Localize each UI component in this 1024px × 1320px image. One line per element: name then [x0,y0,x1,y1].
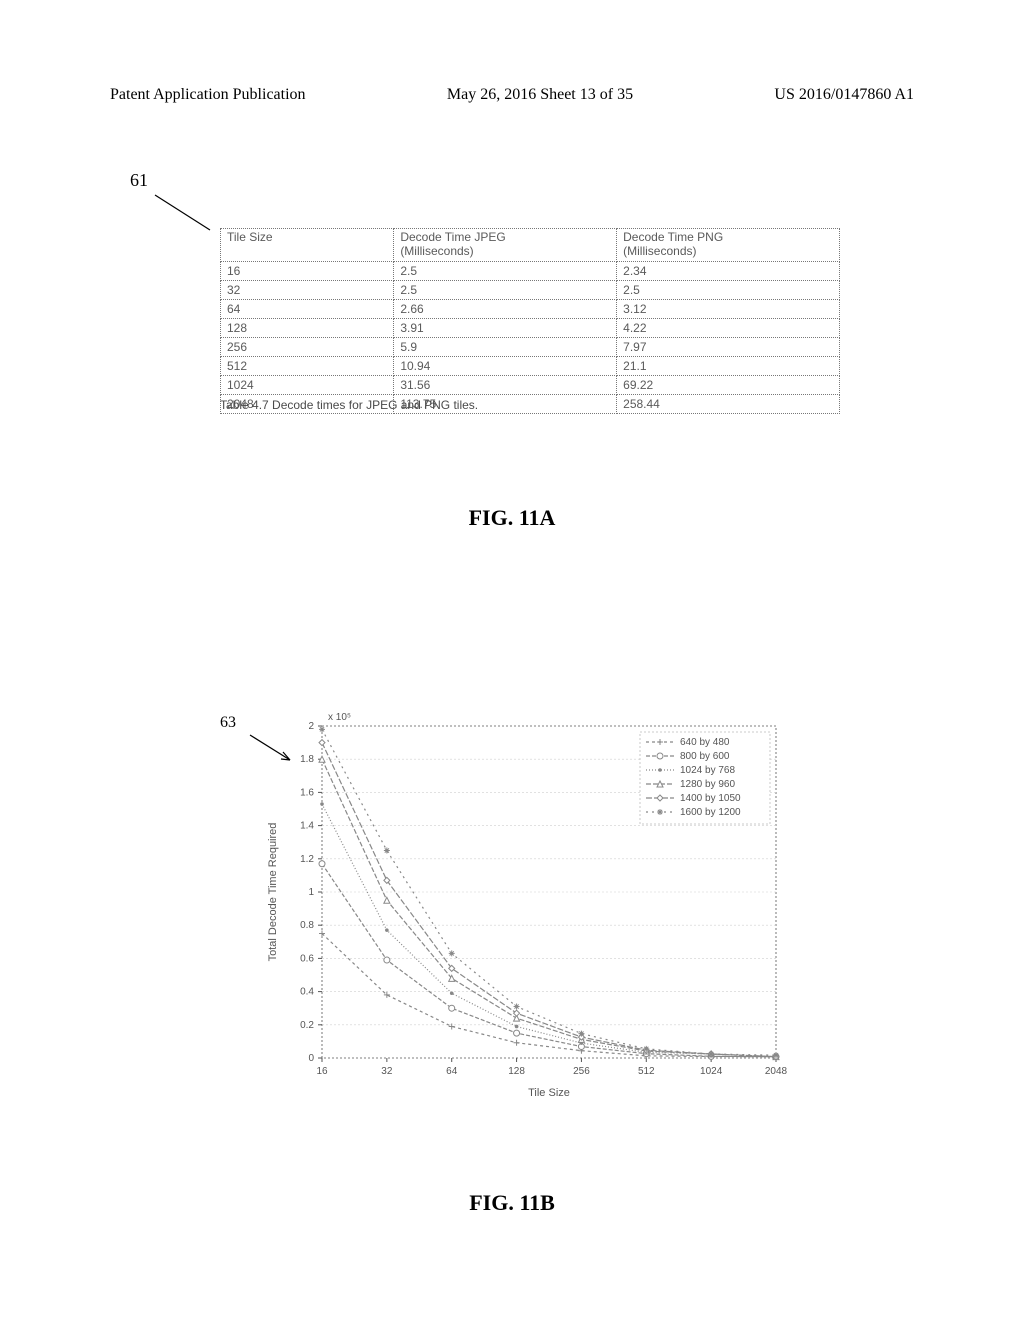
table-row: 51210.9421.1 [221,356,840,375]
table-row: 2565.97.97 [221,337,840,356]
reference-numeral-63: 63 [220,714,236,732]
svg-text:0.8: 0.8 [300,920,314,931]
table-row: 162.52.34 [221,261,840,280]
table-cell: 64 [221,299,394,318]
svg-text:128: 128 [508,1066,525,1077]
svg-text:16: 16 [316,1066,328,1077]
table-row: 1283.914.22 [221,318,840,337]
table-cell: 2.5 [617,280,840,299]
table-cell: 2.5 [394,280,617,299]
svg-text:1024 by 768: 1024 by 768 [680,765,735,776]
svg-text:64: 64 [446,1066,458,1077]
table-cell: 2.34 [617,261,840,280]
table-cell: 69.22 [617,375,840,394]
reference-numeral-61: 61 [130,170,148,191]
table-cell: 2.66 [394,299,617,318]
leader-line-61 [150,190,220,235]
table-cell: 3.91 [394,318,617,337]
figure-label-11b: FIG. 11B [0,1190,1024,1216]
table-cell: 4.22 [617,318,840,337]
table-cell: 512 [221,356,394,375]
chart-svg: 0 0.2 0.4 0.6 0.8 1 1.2 1.4 1.6 1.8 2 16 32 64 128 256 5… [260,706,790,1106]
table-cell: 128 [221,318,394,337]
col-jpeg: Decode Time JPEG (Milliseconds) [394,229,617,262]
svg-text:0.6: 0.6 [300,953,314,964]
table-header-row: Tile Size Decode Time JPEG (Milliseconds… [221,229,840,262]
table-cell: 32 [221,280,394,299]
svg-text:Total Decode Time Required: Total Decode Time Required [267,823,279,962]
svg-text:0.4: 0.4 [300,987,314,998]
page-header: Patent Application Publication May 26, 2… [110,86,914,104]
svg-text:1400 by 1050: 1400 by 1050 [680,793,741,804]
svg-text:2048: 2048 [765,1066,788,1077]
svg-text:1.4: 1.4 [300,821,314,832]
table-cell: 1024 [221,375,394,394]
svg-text:1600 by 1200: 1600 by 1200 [680,807,741,818]
table-row: 642.663.12 [221,299,840,318]
table-cell: 3.12 [617,299,840,318]
svg-text:0: 0 [308,1053,314,1064]
table-row: 102431.5669.22 [221,375,840,394]
table-cell: 31.56 [394,375,617,394]
svg-text:1.2: 1.2 [300,854,314,865]
svg-text:2: 2 [308,721,314,732]
table-cell: 2.5 [394,261,617,280]
table-caption: Table 4.7 Decode times for JPEG and PNG … [220,398,478,412]
table-cell: 256 [221,337,394,356]
table-cell: 21.1 [617,356,840,375]
svg-text:512: 512 [638,1066,655,1077]
col-png: Decode Time PNG (Milliseconds) [617,229,840,262]
table-row: 322.52.5 [221,280,840,299]
header-right: US 2016/0147860 A1 [774,86,914,104]
svg-text:800 by 600: 800 by 600 [680,751,730,762]
table-cell: 258.44 [617,394,840,413]
table-cell: 10.94 [394,356,617,375]
svg-text:256: 256 [573,1066,590,1077]
svg-text:32: 32 [381,1066,393,1077]
header-left: Patent Application Publication [110,86,306,104]
figure-label-11a: FIG. 11A [0,505,1024,531]
svg-text:1: 1 [308,887,314,898]
decode-chart: 0 0.2 0.4 0.6 0.8 1 1.2 1.4 1.6 1.8 2 16 32 64 128 256 5… [260,706,790,1106]
table-cell: 16 [221,261,394,280]
decode-time-table: Tile Size Decode Time JPEG (Milliseconds… [220,228,840,414]
col-tile-size: Tile Size [221,229,394,262]
table-cell: 7.97 [617,337,840,356]
svg-text:0.2: 0.2 [300,1020,314,1031]
table-cell: 5.9 [394,337,617,356]
svg-text:1.8: 1.8 [300,754,314,765]
svg-text:Tile Size: Tile Size [528,1087,570,1099]
header-center: May 26, 2016 Sheet 13 of 35 [447,86,633,104]
svg-text:1.6: 1.6 [300,787,314,798]
decode-table-wrap: Tile Size Decode Time JPEG (Milliseconds… [220,228,840,414]
svg-text:640 by 480: 640 by 480 [680,737,730,748]
svg-text:1024: 1024 [700,1066,723,1077]
svg-text:x 10⁵: x 10⁵ [328,712,351,723]
svg-text:1280 by 960: 1280 by 960 [680,779,735,790]
